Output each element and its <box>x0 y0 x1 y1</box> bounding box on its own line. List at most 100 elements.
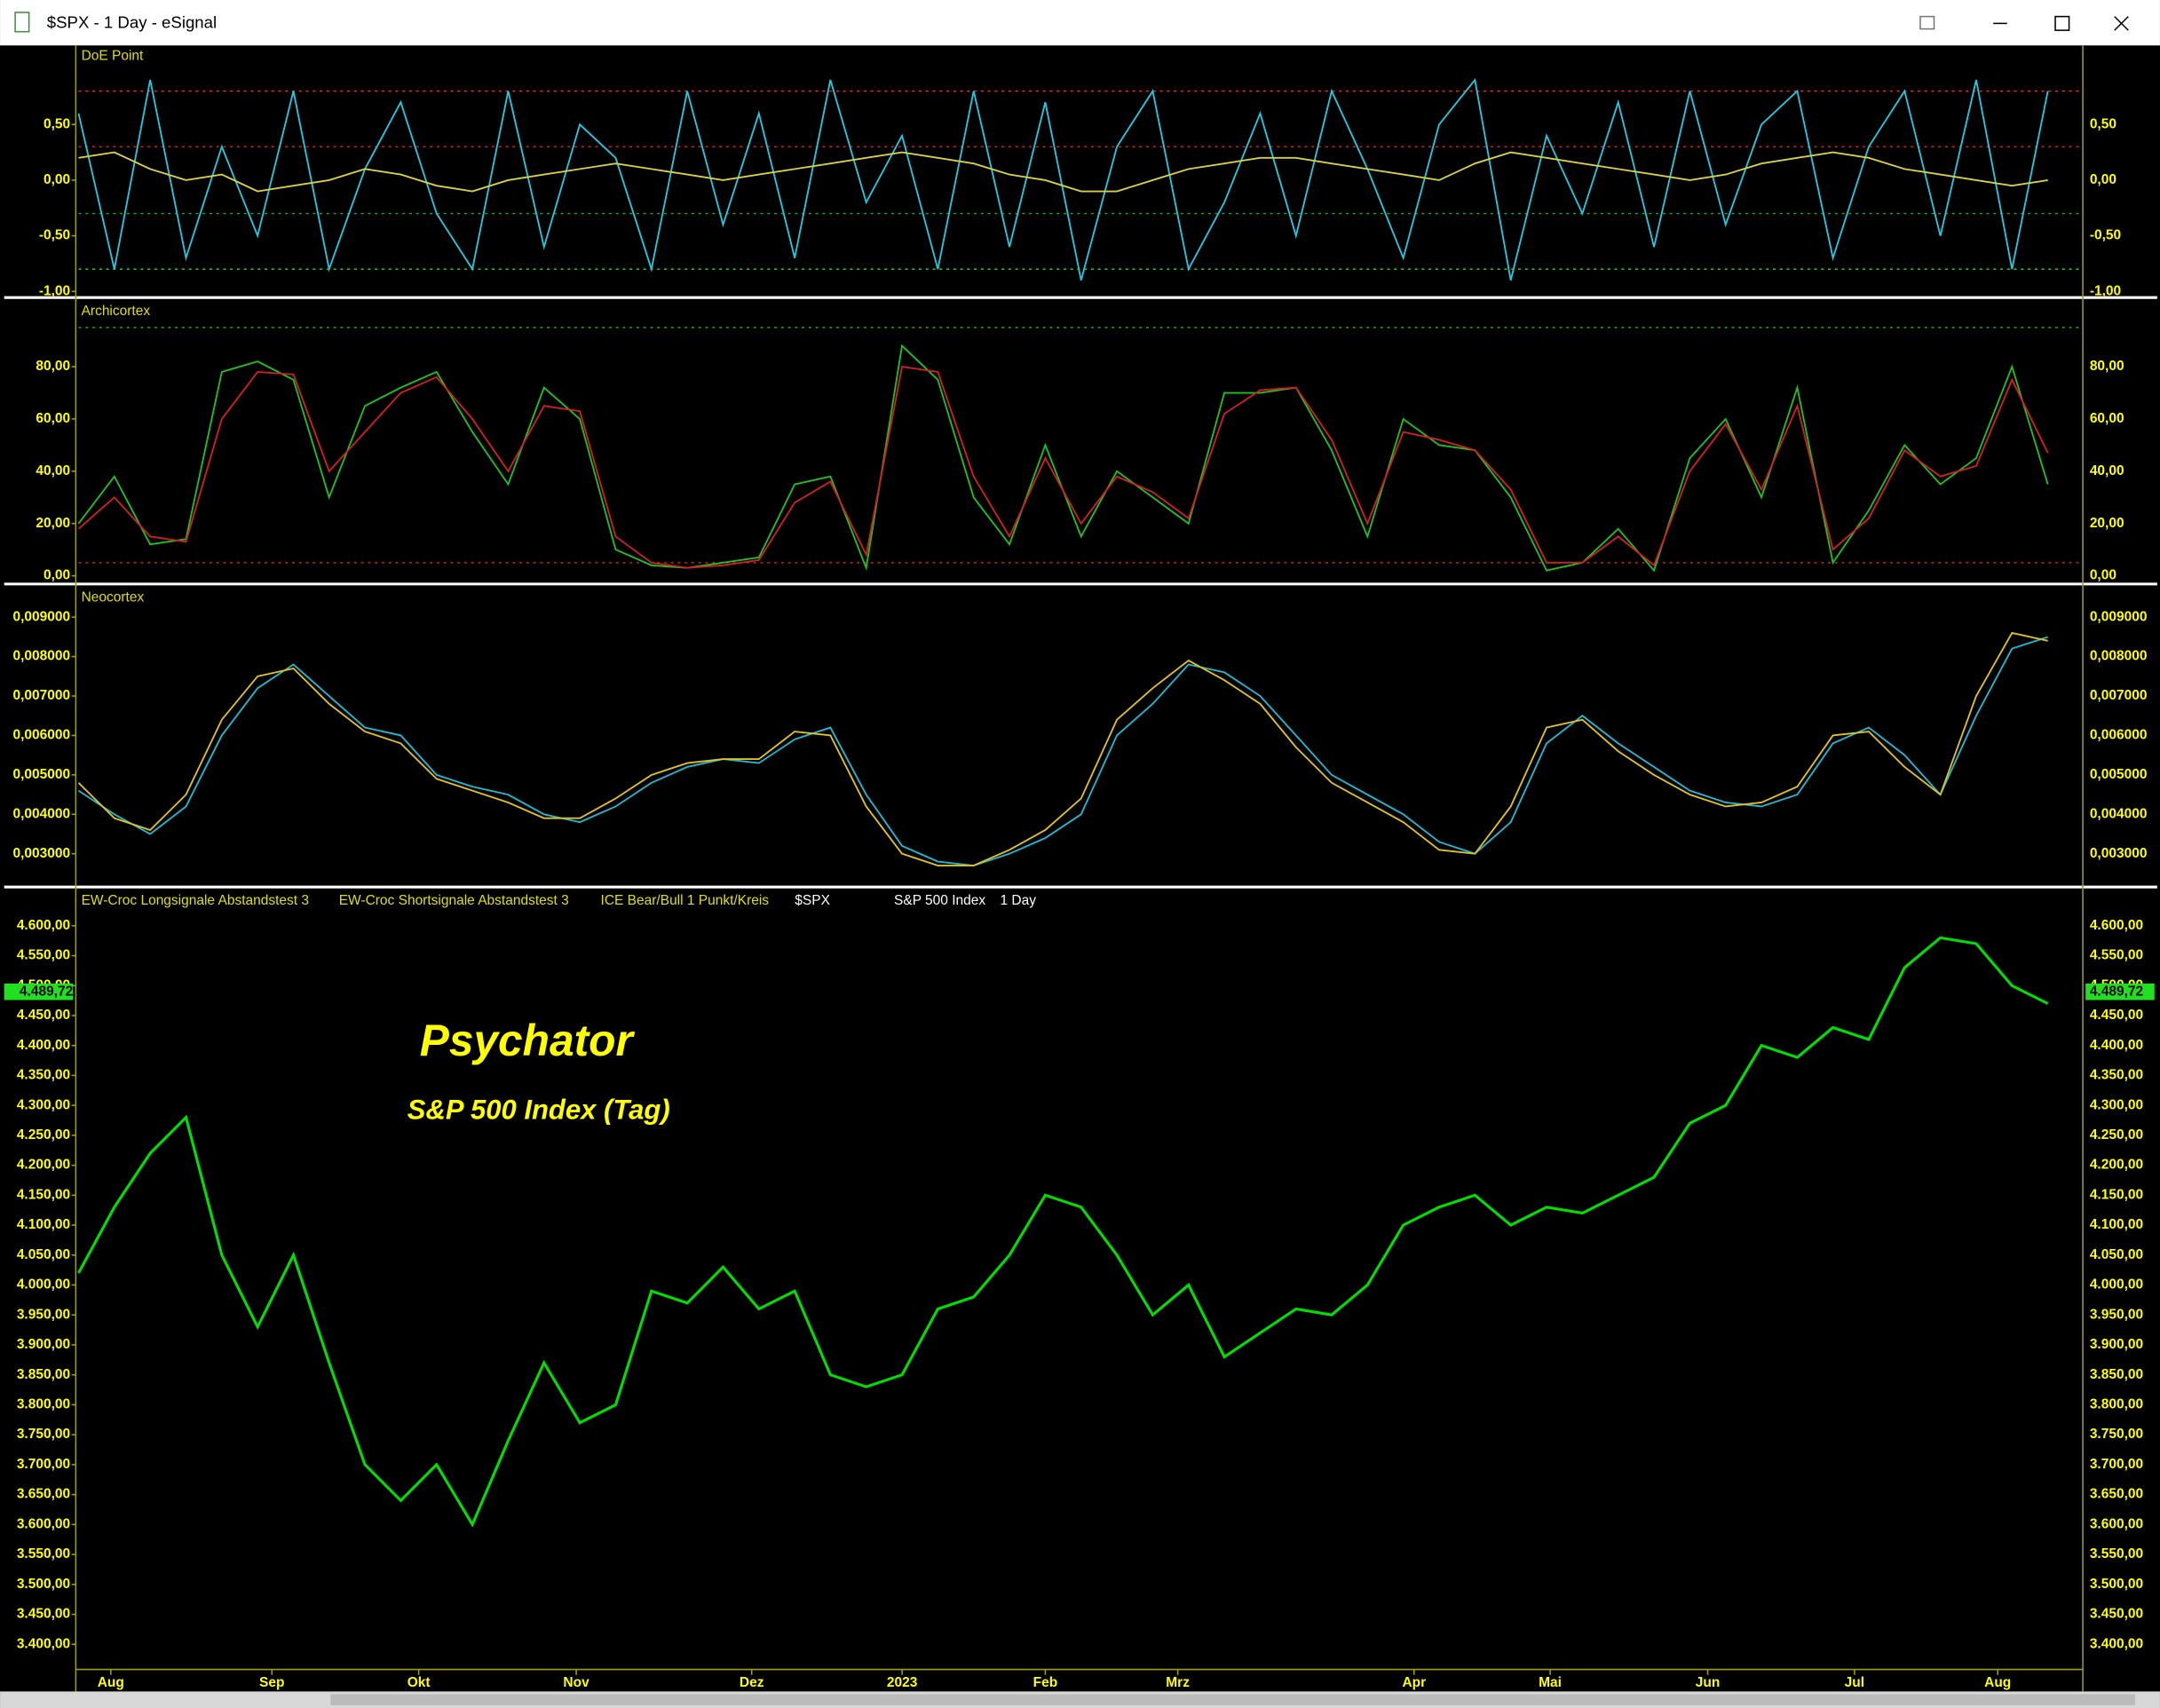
y-tick-label-right: 0,004000 <box>2090 806 2148 821</box>
study-label: EW-Croc Longsignale Abstandstest 3 <box>82 893 309 908</box>
y-tick-label: 0,009000 <box>13 609 71 624</box>
x-tick-label: Okt <box>407 1675 431 1690</box>
series-line <box>77 636 2048 866</box>
y-tick-label-right: 40,00 <box>2090 463 2124 478</box>
y-tick-label: 0,003000 <box>13 846 71 861</box>
app-icon <box>14 12 30 33</box>
y-tick-label-right: 0,007000 <box>2090 688 2148 703</box>
y-tick-label: 4.350,00 <box>17 1068 70 1083</box>
y-tick-label: 4.450,00 <box>17 1008 70 1023</box>
x-tick-label: Mai <box>1539 1675 1562 1690</box>
y-tick-label-right: 0,006000 <box>2090 728 2148 743</box>
y-tick-label: 4.000,00 <box>17 1277 70 1293</box>
y-tick-label-right: 4.600,00 <box>2090 918 2143 933</box>
x-tick-label: Nov <box>563 1675 589 1690</box>
y-tick-label: 3.600,00 <box>17 1516 70 1531</box>
y-tick-label-right: 0,00 <box>2090 172 2116 187</box>
y-tick-label-right: 80,00 <box>2090 359 2124 374</box>
study-label: ICE Bear/Bull 1 Punkt/Kreis <box>601 893 770 908</box>
x-tick-label: Feb <box>1033 1675 1058 1690</box>
close-button[interactable] <box>2114 16 2129 31</box>
y-tick-label: -1,00 <box>39 283 70 298</box>
last-price-label: 4.489,72 <box>20 984 73 999</box>
y-tick-label-right: 4.450,00 <box>2090 1008 2143 1023</box>
y-tick-label-right: 60,00 <box>2090 411 2124 426</box>
last-price-tag <box>4 983 74 1000</box>
y-tick-label: 3.450,00 <box>17 1607 70 1622</box>
x-tick-label: Aug <box>1984 1675 2011 1690</box>
y-tick-label-right: 4.150,00 <box>2090 1187 2143 1202</box>
y-tick-label: 3.400,00 <box>17 1636 70 1651</box>
series-line <box>77 77 2049 281</box>
y-tick-label-right: 20,00 <box>2090 516 2124 531</box>
x-tick-label: Aug <box>98 1675 124 1690</box>
y-tick-label: 3.700,00 <box>17 1457 70 1472</box>
y-tick-label-right: 4.350,00 <box>2090 1068 2143 1083</box>
y-tick-label: 4.050,00 <box>17 1247 70 1262</box>
y-tick-label: 3.750,00 <box>17 1427 70 1442</box>
study-label: 1 Day <box>1001 893 1037 908</box>
y-tick-label: 60,00 <box>36 411 70 426</box>
last-price-label: 4.489,72 <box>2090 984 2143 999</box>
y-tick-label-right: 3.900,00 <box>2090 1337 2143 1352</box>
maximize-button[interactable] <box>2054 15 2070 31</box>
y-tick-label-right: 0,003000 <box>2090 846 2148 861</box>
y-tick-label: 0,50 <box>44 116 70 131</box>
study-label: S&P 500 Index <box>894 893 985 908</box>
y-tick-label: 4.300,00 <box>17 1097 70 1112</box>
window-title: $SPX - 1 Day - eSignal <box>47 12 217 31</box>
y-tick-label: 3.550,00 <box>17 1546 70 1562</box>
y-tick-label-right: 3.500,00 <box>2090 1577 2143 1592</box>
y-tick-label-right: 0,50 <box>2090 116 2116 131</box>
panel-title: Archicortex <box>82 304 151 319</box>
y-tick-label: 4.150,00 <box>17 1187 70 1202</box>
y-tick-label-right: 3.950,00 <box>2090 1307 2143 1322</box>
x-tick-label: Jul <box>1845 1675 1864 1690</box>
y-tick-label: 3.950,00 <box>17 1307 70 1322</box>
y-tick-label-right: 3.750,00 <box>2090 1427 2143 1442</box>
panel-title: Neocortex <box>82 589 145 605</box>
y-tick-label-right: 4.200,00 <box>2090 1158 2143 1173</box>
y-tick-label-right: 3.550,00 <box>2090 1546 2143 1562</box>
y-tick-label: 0,004000 <box>13 806 71 821</box>
y-tick-label: -0,50 <box>39 228 70 243</box>
last-price-tag <box>2085 983 2155 1000</box>
x-tick-label: Mrz <box>1166 1675 1190 1690</box>
y-tick-label-right: 3.650,00 <box>2090 1487 2143 1502</box>
y-tick-label-right: 4.400,00 <box>2090 1038 2143 1053</box>
y-tick-label-right: 4.050,00 <box>2090 1247 2143 1262</box>
study-label: $SPX <box>795 893 830 908</box>
restore-button[interactable] <box>1919 15 1935 30</box>
y-tick-label: 40,00 <box>36 463 70 478</box>
y-tick-label-right: 4.250,00 <box>2090 1127 2143 1143</box>
y-tick-label-right: 3.600,00 <box>2090 1516 2143 1531</box>
y-tick-label-right: 3.450,00 <box>2090 1607 2143 1622</box>
y-tick-label: 0,005000 <box>13 767 71 782</box>
y-tick-label-right: 0,00 <box>2090 568 2116 583</box>
x-tick-label: Apr <box>1402 1675 1426 1690</box>
title-bar <box>0 0 2160 46</box>
y-tick-label: 4.550,00 <box>17 948 70 963</box>
chart-subtitle: S&P 500 Index (Tag) <box>407 1094 670 1125</box>
y-tick-label: 4.250,00 <box>17 1127 70 1143</box>
y-tick-label-right: 0,005000 <box>2090 767 2148 782</box>
y-tick-label-right: 4.000,00 <box>2090 1277 2143 1293</box>
y-tick-label-right: 4.100,00 <box>2090 1217 2143 1232</box>
y-tick-label: 0,00 <box>44 172 70 187</box>
scroll-thumb[interactable] <box>330 1694 2136 1705</box>
y-tick-label-right: 4.550,00 <box>2090 948 2143 963</box>
y-tick-label-right: 4.300,00 <box>2090 1097 2143 1112</box>
y-tick-label-right: -0,50 <box>2090 228 2121 243</box>
y-tick-label-right: 3.700,00 <box>2090 1457 2143 1472</box>
y-tick-label: 0,00 <box>44 568 70 583</box>
x-tick-label: Dez <box>740 1675 764 1690</box>
y-tick-label: 3.800,00 <box>17 1397 70 1412</box>
study-label: EW-Croc Shortsignale Abstandstest 3 <box>339 893 569 908</box>
y-tick-label: 20,00 <box>36 516 70 531</box>
y-tick-label: 4.100,00 <box>17 1217 70 1232</box>
y-tick-label-right: 3.800,00 <box>2090 1397 2143 1412</box>
y-tick-label-right: -1,00 <box>2090 283 2121 298</box>
x-tick-label: Sep <box>259 1675 284 1690</box>
